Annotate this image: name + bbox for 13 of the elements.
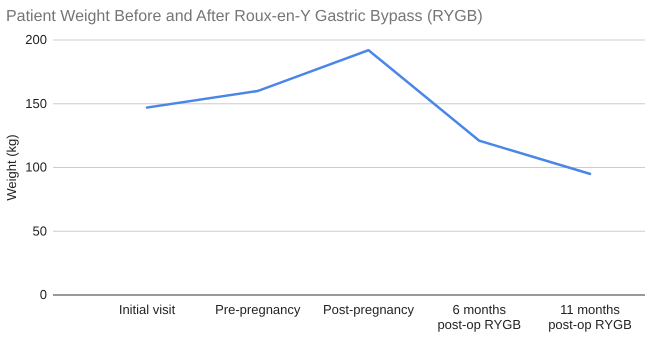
y-tick-label: 0 — [40, 287, 47, 302]
y-axis-title: Weight (kg) — [4, 134, 19, 201]
x-tick-label: 6 months post-op RYGB — [437, 302, 522, 332]
y-tick-label: 200 — [25, 32, 47, 48]
x-tick-label: Post-pregnancy — [322, 302, 415, 318]
x-tick-label: Initial visit — [118, 302, 176, 318]
chart-title: Patient Weight Before and After Roux-en-Y Gastric Bypass (RYGB) — [6, 8, 483, 25]
x-tick-label: 11 months post-op RYGB — [548, 302, 632, 332]
y-tick-label: 50 — [32, 223, 47, 238]
y-tick-label: 150 — [25, 96, 47, 111]
line-series — [146, 48, 592, 176]
x-tick-label: Pre-pregnancy — [215, 302, 301, 318]
y-tick-label: 100 — [25, 160, 47, 175]
